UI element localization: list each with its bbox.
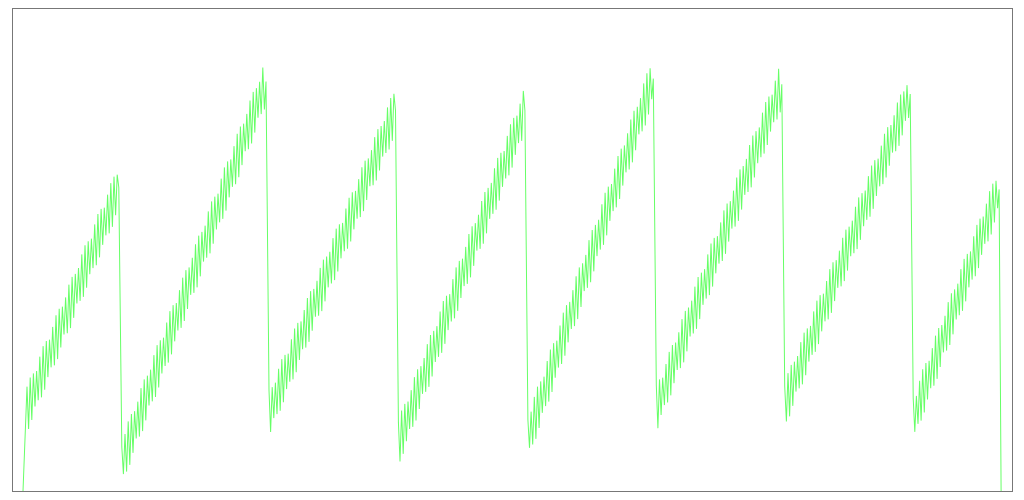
series-layer	[22, 67, 1002, 492]
plot-frame	[12, 8, 1013, 492]
series-line-1	[22, 67, 1002, 492]
